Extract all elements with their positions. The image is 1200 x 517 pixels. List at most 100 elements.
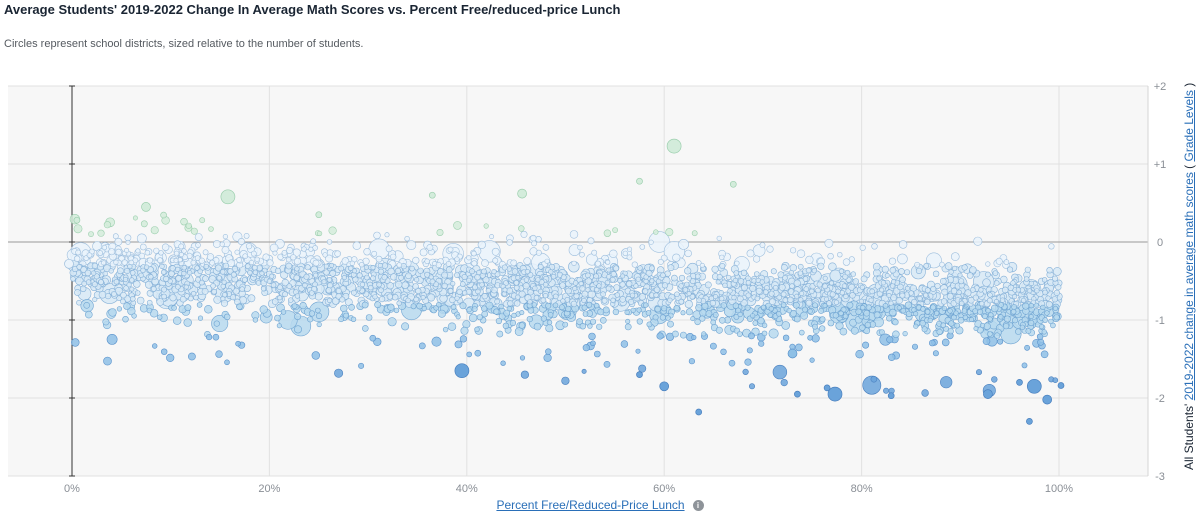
- district-point: [842, 258, 851, 266]
- outlier-point: [695, 408, 703, 416]
- district-point: [88, 231, 94, 237]
- district-point: [276, 323, 282, 329]
- district-point: [686, 291, 692, 297]
- district-point: [985, 308, 991, 314]
- info-icon[interactable]: i: [692, 500, 704, 512]
- district-point: [135, 248, 141, 254]
- district-point: [1055, 284, 1062, 291]
- outlier-point: [787, 348, 798, 359]
- district-point: [213, 320, 220, 327]
- district-point: [136, 233, 147, 244]
- district-point: [328, 226, 337, 235]
- data-points[interactable]: [64, 138, 1065, 425]
- district-point: [778, 283, 786, 291]
- district-point: [904, 285, 910, 291]
- district-point: [274, 267, 282, 275]
- district-point: [1048, 318, 1054, 325]
- district-point: [552, 302, 559, 309]
- district-point: [560, 274, 567, 281]
- district-point: [70, 276, 76, 282]
- district-point: [396, 262, 403, 268]
- district-point: [596, 283, 602, 289]
- y-axis-unit-link[interactable]: Grade Levels: [1182, 90, 1196, 162]
- district-point: [911, 343, 918, 350]
- district-point: [542, 244, 550, 251]
- district-point: [818, 308, 824, 314]
- district-point: [1020, 297, 1027, 304]
- district-point: [642, 302, 649, 308]
- district-point: [424, 271, 431, 278]
- district-point: [161, 243, 170, 251]
- district-point: [742, 368, 749, 376]
- district-point: [219, 241, 225, 247]
- district-point: [125, 239, 131, 245]
- district-point: [740, 269, 748, 276]
- district-point: [358, 362, 365, 369]
- district-point: [466, 255, 472, 261]
- district-point: [224, 359, 230, 366]
- district-point: [259, 270, 265, 276]
- district-point: [436, 302, 442, 308]
- district-point: [281, 250, 288, 256]
- district-point: [807, 308, 813, 314]
- y-axis-label-link[interactable]: 2019-2022 change in average math scores: [1182, 172, 1196, 401]
- district-point: [236, 257, 242, 263]
- district-point: [759, 279, 765, 285]
- district-point: [308, 246, 314, 252]
- district-point: [822, 275, 828, 281]
- district-point: [1053, 289, 1060, 297]
- district-point: [520, 230, 528, 238]
- district-point: [384, 232, 390, 238]
- district-point: [985, 271, 991, 278]
- district-point: [317, 230, 323, 237]
- district-point: [493, 308, 500, 315]
- district-point: [1046, 267, 1053, 274]
- district-point: [684, 249, 692, 258]
- district-point: [614, 292, 620, 298]
- district-point: [889, 308, 897, 317]
- district-point: [460, 326, 469, 335]
- district-point: [175, 283, 181, 290]
- district-point: [886, 336, 894, 344]
- outlier-point: [1016, 379, 1023, 386]
- district-point: [181, 270, 187, 277]
- district-point: [350, 316, 357, 322]
- district-point: [626, 254, 633, 261]
- district-point: [262, 253, 270, 261]
- district-point: [712, 311, 719, 318]
- x-tick-label: 40%: [456, 483, 478, 495]
- district-point: [127, 307, 136, 316]
- district-point: [474, 326, 480, 333]
- district-point: [565, 305, 572, 313]
- district-point: [1003, 315, 1011, 323]
- district-point: [576, 318, 584, 326]
- district-point: [543, 353, 552, 363]
- district-point: [153, 247, 160, 254]
- district-point: [509, 319, 517, 327]
- district-point: [800, 311, 809, 320]
- district-point: [947, 308, 953, 314]
- district-point: [1034, 288, 1040, 294]
- district-point: [507, 300, 514, 307]
- district-point: [606, 267, 612, 273]
- district-point: [581, 290, 589, 298]
- district-point: [835, 281, 841, 287]
- district-point: [888, 300, 894, 306]
- district-point: [179, 295, 187, 303]
- district-point: [586, 301, 593, 308]
- district-point: [102, 271, 108, 277]
- district-point: [846, 301, 854, 309]
- district-point: [923, 292, 929, 298]
- district-point: [629, 292, 636, 299]
- district-point: [924, 308, 931, 315]
- x-axis-label-link[interactable]: Percent Free/Reduced-Price Lunch: [496, 498, 685, 512]
- district-point: [789, 283, 795, 289]
- district-point: [209, 259, 216, 266]
- district-point: [503, 309, 511, 317]
- district-point: [386, 293, 393, 300]
- district-point: [312, 281, 318, 288]
- district-point: [187, 270, 193, 276]
- district-point: [371, 250, 378, 257]
- district-point: [93, 273, 100, 280]
- x-tick-label: 80%: [851, 483, 873, 495]
